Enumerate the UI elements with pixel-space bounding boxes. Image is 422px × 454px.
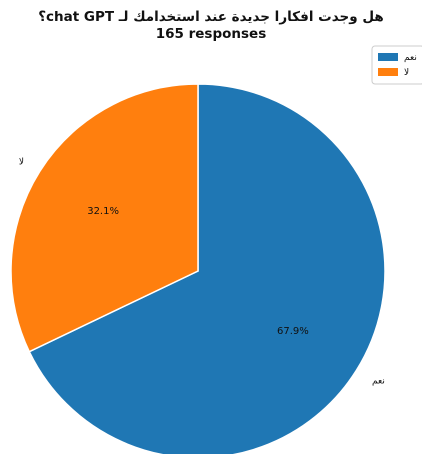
pie-slices: [10, 83, 386, 454]
legend-label-1: لا: [404, 68, 409, 78]
pie-labels: 67.9% نعم 32.1% لا: [19, 157, 385, 386]
pie-slice-0: [28, 83, 386, 454]
legend-swatch-0: [378, 53, 398, 61]
legend: نعم لا: [371, 45, 422, 85]
legend-label-0: نعم: [404, 53, 417, 63]
legend-box: [371, 45, 422, 85]
pie-slice-1: [10, 83, 199, 353]
pie-value-label-0: 67.9%: [277, 326, 309, 337]
pie-category-label-0: نعم: [372, 377, 385, 387]
pie-value-label-1: 32.1%: [87, 206, 119, 217]
chart-title: هل وجدت افكارا جديدة عند استخدامك لـ cha…: [38, 9, 384, 25]
legend-swatch-1: [378, 68, 398, 76]
chart-subtitle: 165 responses: [156, 26, 267, 42]
pie-category-label-1: لا: [19, 157, 24, 167]
